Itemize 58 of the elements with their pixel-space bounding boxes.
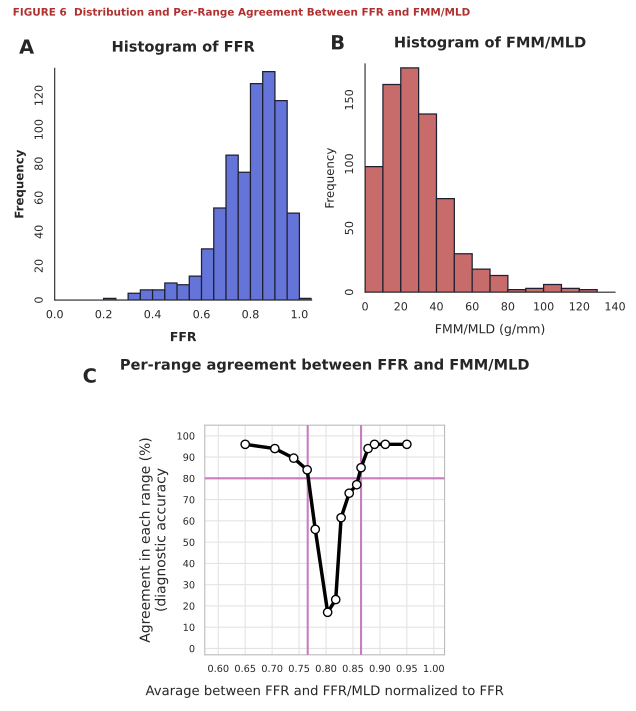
x-tick-label: 0.8 [242, 310, 259, 318]
y-axis-title: Frequency [325, 148, 336, 208]
text: A [19, 39, 34, 54]
y-tick-label: 0 [344, 289, 354, 296]
x-tick-label: 20 [394, 302, 408, 311]
x-tick-label: 0.90 [370, 664, 390, 672]
x-tick-label: 80 [502, 302, 514, 311]
y-tick-label: 100 [344, 154, 354, 174]
x-axis-title: FMM/MLD (g/mm) [436, 324, 544, 336]
x-tick-label: 0.65 [235, 664, 256, 672]
x-tick-label: 40 [430, 302, 443, 311]
x-tick-label: 0.2 [96, 310, 112, 318]
y-tick-label: 30 [183, 581, 194, 588]
text: C [84, 368, 96, 383]
y-tick-label: 100 [34, 120, 43, 139]
x-tick-label: 120 [570, 302, 590, 311]
x-tick-label: 140 [606, 302, 625, 311]
x-tick-label: 0.80 [316, 664, 336, 672]
x-tick-label: 0.60 [208, 664, 228, 672]
x-tick-label: 0.85 [342, 664, 363, 672]
text: B [332, 35, 344, 50]
x-tick-label: 60 [466, 302, 479, 311]
y-tick-label: 40 [183, 560, 194, 568]
y-tick-label: 20 [34, 260, 43, 272]
y-tick-label: 100 [178, 432, 194, 440]
x-tick-label: 0 [362, 302, 368, 311]
y-tick-label: 0 [190, 644, 194, 652]
y-tick-label: 150 [344, 90, 354, 110]
y-tick-label: 60 [183, 517, 194, 525]
y-tick-label: 80 [183, 474, 194, 482]
x-tick-label: 0.4 [144, 310, 161, 318]
chart-title: Histogram of FFR [112, 40, 254, 55]
y-tick-label: 0 [34, 297, 43, 303]
x-tick-label: 0.70 [262, 664, 282, 672]
caption: FIGURE 6 Distribution and Per-Range Agreement Between FFR and FMM/MLD [14, 8, 470, 18]
x-axis-title: Avarage between FFR and FFR/MLD normalized to FFR [146, 685, 504, 698]
y-tick-label: 80 [34, 157, 43, 170]
y-tick-label: 40 [34, 226, 43, 238]
x-tick-label: 1.00 [424, 664, 444, 672]
x-tick-label: 0.0 [46, 310, 63, 318]
y-tick-label: 50 [344, 222, 354, 234]
y-tick-label: 70 [183, 496, 194, 504]
x-axis-title: FFR [170, 332, 196, 342]
x-tick-label: 100 [534, 302, 554, 311]
chart-title: Histogram of FMM/MLD [395, 36, 586, 50]
y-axis-title: Agreement in each range (%) (diagnostic accuracy [139, 438, 168, 643]
x-tick-label: 1.0 [292, 310, 308, 318]
x-tick-label: 0.95 [396, 664, 417, 672]
y-axis-title: Frequency [14, 150, 26, 218]
y-tick-label: 20 [183, 602, 194, 610]
y-tick-label: 50 [183, 538, 194, 546]
x-tick-label: 0.75 [288, 664, 310, 672]
y-tick-label: 60 [34, 191, 43, 204]
x-tick-label: 0.6 [193, 310, 210, 318]
y-tick-label: 10 [184, 624, 194, 632]
y-tick-label: 120 [34, 86, 43, 105]
chart-title: Per-range agreement between FFR and FMM/MLD [121, 358, 529, 373]
y-tick-label: 90 [183, 454, 194, 461]
